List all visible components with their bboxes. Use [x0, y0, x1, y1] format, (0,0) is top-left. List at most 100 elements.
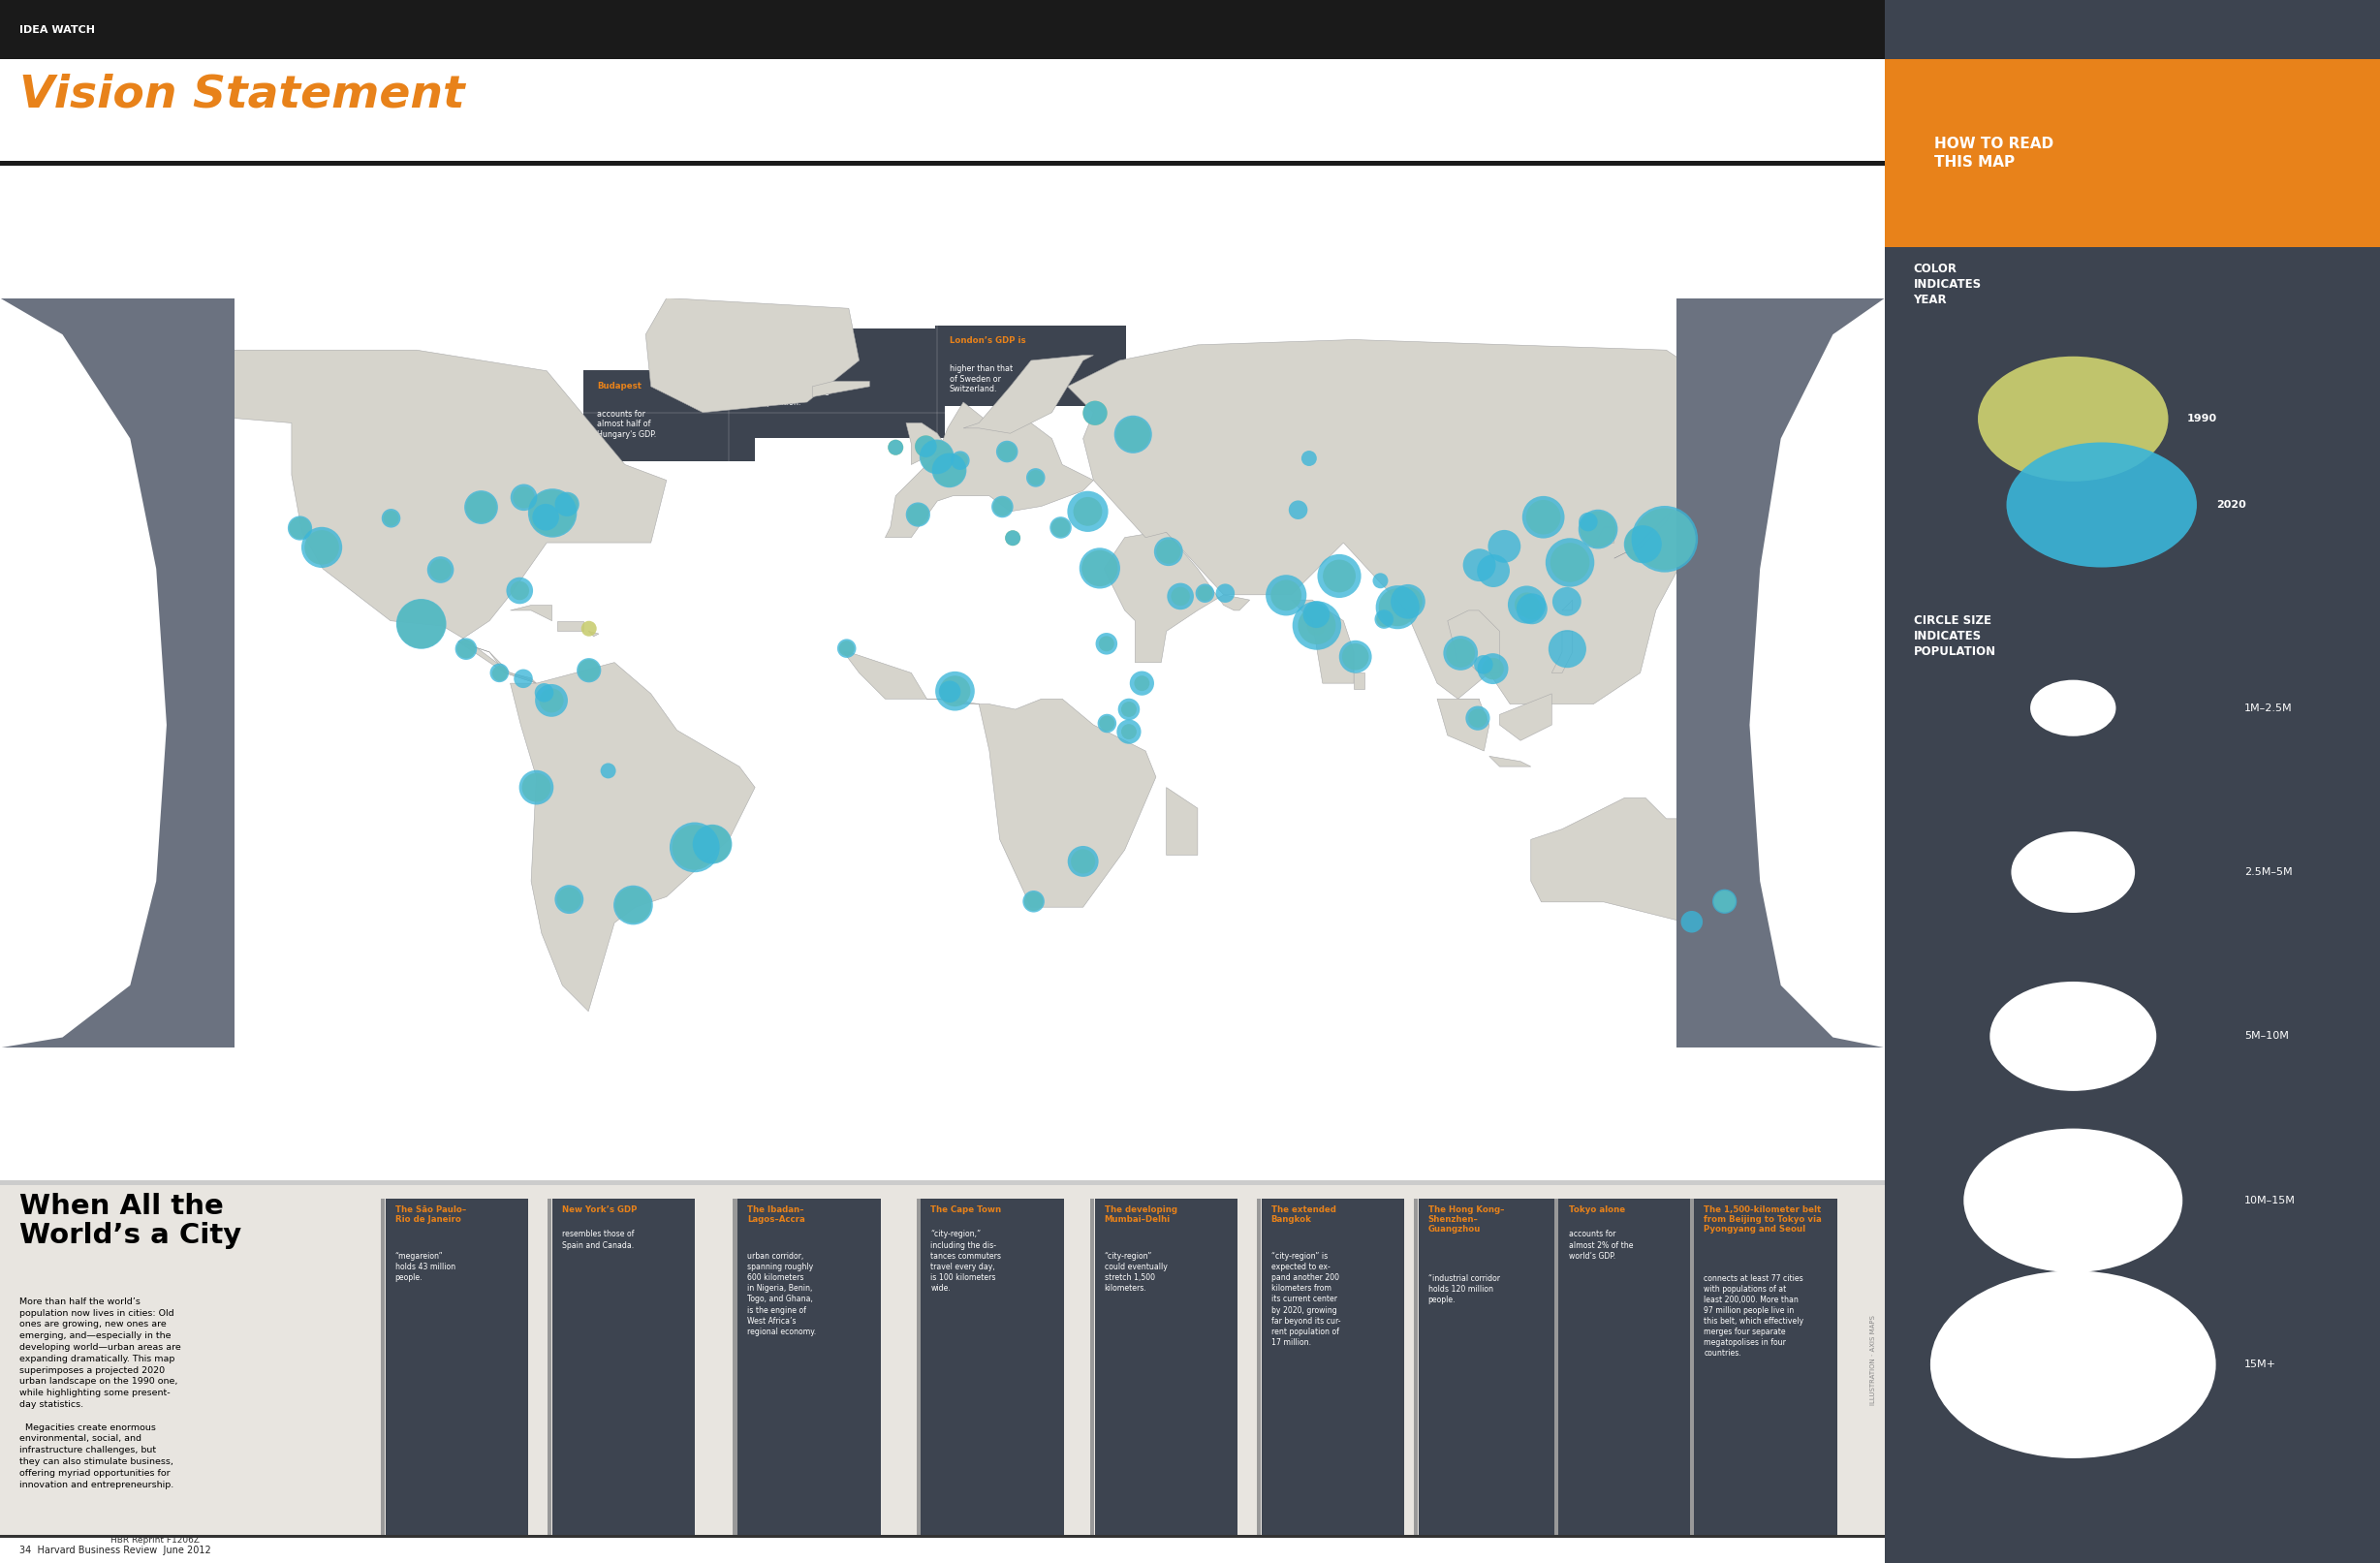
FancyBboxPatch shape	[0, 1180, 1885, 1563]
Circle shape	[1376, 610, 1395, 628]
Text: Brussels’s share: Brussels’s share	[757, 339, 835, 349]
Circle shape	[288, 516, 312, 541]
FancyBboxPatch shape	[1095, 1199, 1238, 1535]
FancyBboxPatch shape	[1690, 1199, 1695, 1535]
Circle shape	[1116, 417, 1150, 452]
Circle shape	[528, 489, 576, 538]
Polygon shape	[1499, 694, 1552, 741]
Polygon shape	[1592, 527, 1614, 549]
Circle shape	[302, 527, 343, 567]
Text: The extended
Bangkok: The extended Bangkok	[1271, 1205, 1335, 1224]
Circle shape	[1373, 574, 1388, 588]
Polygon shape	[62, 350, 666, 683]
FancyBboxPatch shape	[381, 1199, 386, 1535]
Circle shape	[1376, 611, 1392, 627]
Circle shape	[1154, 538, 1183, 566]
Circle shape	[907, 503, 928, 525]
Circle shape	[1509, 586, 1545, 624]
Circle shape	[397, 600, 445, 649]
Circle shape	[1081, 550, 1119, 586]
FancyBboxPatch shape	[552, 1199, 695, 1535]
Circle shape	[507, 577, 533, 603]
Text: accounts for
almost 2% of the
world’s GDP.: accounts for almost 2% of the world’s GD…	[1568, 1230, 1633, 1260]
Polygon shape	[1459, 699, 1478, 714]
Circle shape	[1302, 450, 1316, 466]
Circle shape	[1478, 555, 1509, 588]
Circle shape	[671, 825, 716, 871]
Text: More than half the world’s
population now lives in cities: Old
ones are growing,: More than half the world’s population no…	[19, 1297, 181, 1490]
Polygon shape	[1490, 756, 1530, 766]
Circle shape	[428, 560, 452, 581]
Circle shape	[1578, 510, 1618, 549]
Circle shape	[1580, 511, 1616, 547]
Circle shape	[455, 638, 476, 660]
Text: of GDP is 4.4
times as high as its
share of Belgium's
population.: of GDP is 4.4 times as high as its share…	[757, 367, 833, 408]
FancyBboxPatch shape	[0, 1535, 2380, 1563]
Circle shape	[1468, 708, 1488, 728]
Text: HBR Reprint F1206Z: HBR Reprint F1206Z	[109, 1535, 200, 1544]
Circle shape	[1095, 633, 1119, 655]
Text: 15M+: 15M+	[2244, 1360, 2275, 1369]
Circle shape	[1083, 400, 1107, 425]
FancyBboxPatch shape	[547, 1199, 552, 1535]
Circle shape	[1680, 911, 1702, 933]
Circle shape	[614, 885, 652, 925]
Text: The developing
Mumbai–Delhi: The developing Mumbai–Delhi	[1104, 1205, 1178, 1224]
Circle shape	[509, 581, 528, 600]
Text: Budapest: Budapest	[597, 381, 643, 391]
Circle shape	[1288, 500, 1307, 519]
Circle shape	[838, 641, 854, 656]
Circle shape	[383, 511, 400, 527]
Circle shape	[921, 441, 952, 474]
Circle shape	[1304, 603, 1328, 625]
Circle shape	[1100, 636, 1114, 652]
FancyBboxPatch shape	[583, 370, 754, 461]
Circle shape	[493, 666, 507, 681]
Polygon shape	[459, 642, 536, 683]
Circle shape	[1083, 400, 1107, 425]
Circle shape	[464, 491, 497, 524]
FancyBboxPatch shape	[738, 1199, 881, 1535]
Circle shape	[1119, 699, 1140, 721]
Circle shape	[914, 436, 938, 458]
Text: urban corridor,
spanning roughly
600 kilometers
in Nigeria, Benin,
Togo, and Gha: urban corridor, spanning roughly 600 kil…	[747, 1252, 816, 1336]
Text: connects at least 77 cities
with populations of at
least 200,000. More than
97 m: connects at least 77 cities with populat…	[1704, 1274, 1804, 1358]
Circle shape	[1266, 575, 1307, 616]
Circle shape	[1466, 706, 1490, 730]
Text: London’s GDP is: London’s GDP is	[950, 336, 1026, 345]
FancyBboxPatch shape	[1418, 1199, 1561, 1535]
FancyBboxPatch shape	[733, 1199, 738, 1535]
Circle shape	[1135, 675, 1150, 691]
FancyBboxPatch shape	[935, 325, 1126, 406]
Circle shape	[1990, 982, 2156, 1091]
Polygon shape	[1552, 631, 1573, 672]
Circle shape	[1323, 560, 1357, 592]
Circle shape	[1050, 517, 1071, 539]
Circle shape	[521, 774, 550, 802]
Circle shape	[1464, 549, 1495, 581]
Text: HOW TO READ
THIS MAP: HOW TO READ THIS MAP	[1935, 138, 2054, 169]
Polygon shape	[1749, 299, 1885, 1047]
Circle shape	[426, 556, 455, 583]
Text: “city-region,”
including the dis-
tances commuters
travel every day,
is 100 kilo: “city-region,” including the dis- tances…	[931, 1230, 1002, 1293]
Circle shape	[514, 486, 536, 508]
FancyBboxPatch shape	[0, 1535, 2380, 1538]
Circle shape	[1342, 644, 1368, 671]
Circle shape	[1514, 592, 1540, 617]
Circle shape	[1292, 602, 1342, 650]
Circle shape	[1483, 658, 1504, 680]
Circle shape	[1552, 588, 1580, 616]
Circle shape	[1549, 630, 1585, 667]
FancyBboxPatch shape	[386, 1199, 528, 1535]
Circle shape	[1116, 719, 1140, 744]
Text: 10M–15M: 10M–15M	[2244, 1196, 2297, 1205]
Circle shape	[1714, 891, 1735, 913]
Text: 34  Harvard Business Review  June 2012: 34 Harvard Business Review June 2012	[19, 1546, 212, 1555]
Polygon shape	[1292, 600, 1354, 683]
Circle shape	[888, 439, 904, 455]
Circle shape	[1376, 586, 1418, 630]
Circle shape	[555, 885, 583, 914]
FancyBboxPatch shape	[1554, 1199, 1559, 1535]
Circle shape	[305, 530, 338, 564]
Circle shape	[1130, 671, 1154, 696]
